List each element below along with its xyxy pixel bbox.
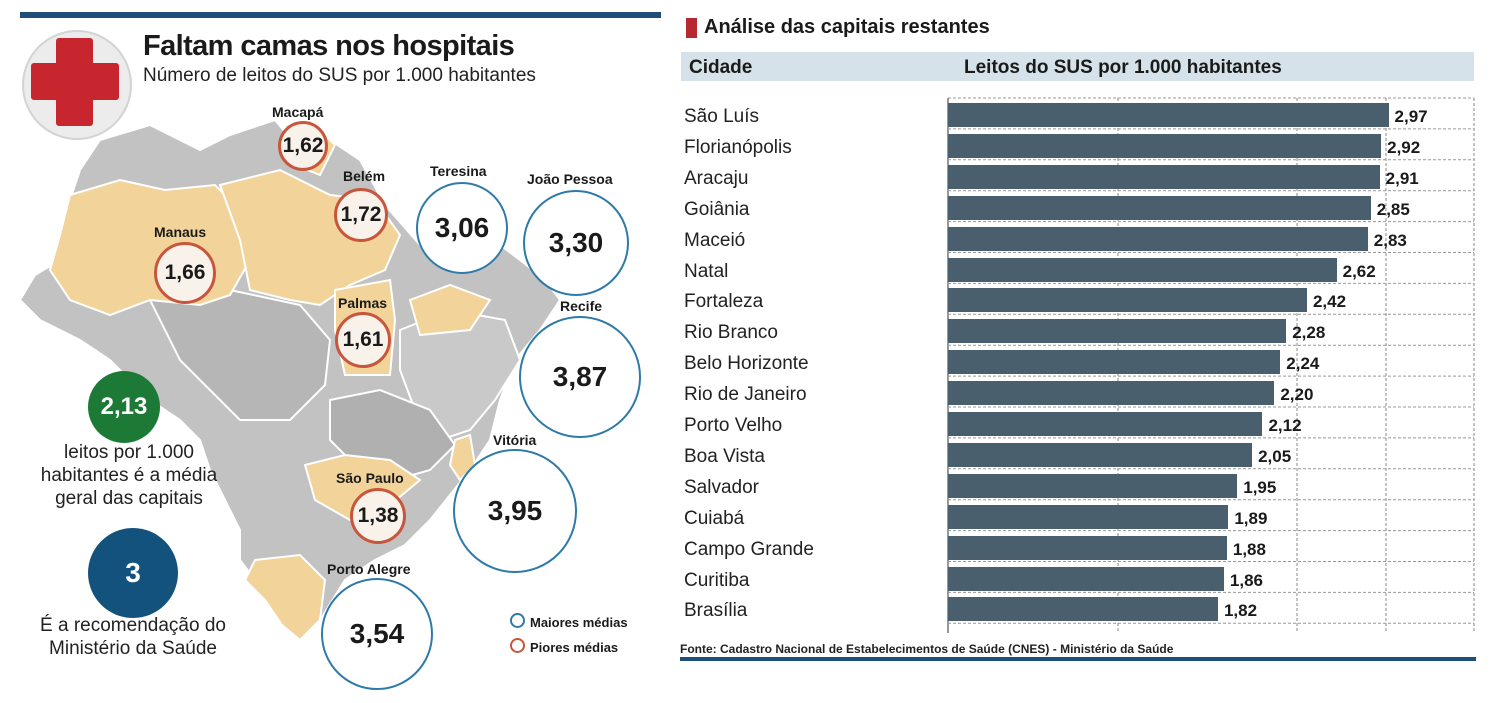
bubble-manaus: 1,66 (154, 242, 216, 304)
bubble-joao-pessoa: 3,30 (523, 190, 629, 296)
bar-category-label: Rio de Janeiro (684, 384, 807, 406)
bar-category-label: Fortaleza (684, 291, 764, 313)
legend-worst-swatch (510, 638, 525, 653)
bar-category-label: Campo Grande (684, 538, 814, 560)
bar-value-label: 2,91 (1385, 168, 1419, 188)
legend-best: Maiores médias (510, 613, 628, 630)
bar (948, 133, 1382, 158)
map-region-piaui (408, 283, 492, 337)
bar-category-label: Brasília (684, 600, 748, 622)
bar-category-label: Cuiabá (684, 507, 745, 529)
bar (948, 442, 1253, 467)
map-region-amazonas (48, 178, 252, 317)
bar (948, 288, 1307, 313)
bar (948, 257, 1337, 282)
bar-value-label: 2,62 (1342, 261, 1376, 281)
bubble-vitoria: 3,95 (453, 449, 577, 573)
bubble-recife: 3,87 (519, 316, 641, 438)
bar-value-label: 1,89 (1234, 508, 1268, 528)
header-value: Leitos do SUS por 1.000 habitantes (964, 57, 1282, 78)
bar-category-label: Florianópolis (684, 136, 792, 158)
city-label-joao-pessoa: João Pessoa (527, 171, 613, 187)
city-label-recife: Recife (560, 298, 603, 314)
bar (948, 164, 1380, 189)
red-cross-icon-bar (31, 63, 119, 100)
bottom-rule (680, 657, 1476, 661)
bar (948, 473, 1238, 498)
recommendation-circle: 3 (88, 528, 178, 618)
city-label-teresina: Teresina (430, 163, 487, 179)
bar-category-label: Porto Velho (684, 415, 783, 436)
legend-worst-label: Piores médias (530, 640, 619, 655)
bar-category-label: Goiânia (684, 198, 750, 220)
header-city: Cidade (689, 57, 753, 78)
bar-category-label: Natal (684, 260, 729, 282)
map-region-mato-grosso (148, 288, 332, 421)
title-marker (686, 18, 697, 38)
city-label-sao-paulo: São Paulo (336, 470, 404, 486)
city-label-manaus: Manaus (154, 224, 207, 240)
page-subtitle: Número de leitos do SUS por 1.000 habita… (143, 65, 536, 86)
source-note: Fonte: Cadastro Nacional de Estabelecime… (680, 642, 1174, 656)
bar-value-label: 1,95 (1243, 477, 1277, 497)
bar (948, 381, 1275, 406)
map-panel: Faltam camas nos hospitais Número de lei… (0, 0, 665, 703)
bar-value-label: 2,20 (1280, 385, 1314, 405)
bar-value-label: 2,83 (1373, 230, 1407, 250)
bar-value-label: 2,97 (1394, 107, 1428, 126)
bar (948, 597, 1218, 622)
bar (948, 412, 1263, 436)
city-label-macapa: Macapá (272, 104, 324, 120)
legend-worst: Piores médias (510, 638, 618, 655)
bar (948, 535, 1227, 560)
bar (948, 504, 1229, 529)
bar-category-label: São Luís (684, 106, 759, 127)
legend-best-swatch (510, 613, 525, 628)
table-header: Cidade Leitos do SUS por 1.000 habitante… (681, 52, 1474, 81)
bar-category-label: Aracaju (684, 167, 749, 189)
top-rule (20, 12, 661, 18)
bar-value-label: 1,86 (1229, 570, 1263, 590)
bar-value-label: 2,92 (1387, 137, 1421, 157)
bar-category-label: Curitiba (684, 569, 750, 591)
average-text: leitos por 1.000 habitantes é a média ge… (40, 442, 218, 509)
bar (948, 103, 1389, 127)
bar-value-label: 2,05 (1258, 446, 1292, 466)
bar-value-label: 2,42 (1312, 292, 1347, 312)
legend-best-label: Maiores médias (530, 615, 628, 630)
bar-category-label: Salvador (684, 476, 759, 498)
bar-value-label: 2,12 (1268, 416, 1302, 435)
bubble-palmas: 1,61 (335, 312, 391, 368)
bar-category-label: Boa Vista (684, 445, 765, 467)
bar-category-label: Rio Branco (684, 322, 778, 344)
bar-category-label: Maceió (684, 229, 746, 251)
city-label-belem: Belém (343, 168, 386, 184)
bar-value-label: 2,85 (1376, 199, 1410, 219)
map-region-rio-grande-do-sul (243, 553, 327, 642)
bar-value-label: 2,28 (1292, 323, 1326, 343)
average-circle: 2,13 (88, 371, 160, 443)
bubble-macapa: 1,62 (278, 121, 328, 171)
bar-chart-panel: Análise das capitais restantes Cidade Le… (676, 0, 1486, 703)
bar-value-label: 2,24 (1286, 354, 1320, 374)
bar (948, 226, 1368, 251)
bar-category-label: Belo Horizonte (684, 353, 809, 375)
city-label-vitoria: Vitória (493, 432, 537, 448)
bar-value-label: 1,88 (1232, 539, 1266, 559)
bar (948, 195, 1371, 220)
city-label-palmas: Palmas (338, 295, 388, 311)
bar (948, 319, 1287, 344)
bubble-sao-paulo: 1,38 (350, 488, 406, 544)
city-label-porto-alegre: Porto Alegre (327, 561, 411, 577)
bubble-teresina: 3,06 (416, 182, 508, 274)
chart-title: Análise das capitais restantes (704, 16, 990, 38)
bar-value-label: 1,82 (1223, 601, 1258, 621)
bubble-porto-alegre: 3,54 (321, 578, 433, 690)
bar (948, 566, 1224, 591)
page-title: Faltam camas nos hospitais (143, 30, 515, 62)
bar (948, 350, 1281, 375)
recommendation-text: É a recomendação do Ministério da Saúde (40, 615, 226, 659)
bubble-belem: 1,72 (334, 188, 388, 242)
